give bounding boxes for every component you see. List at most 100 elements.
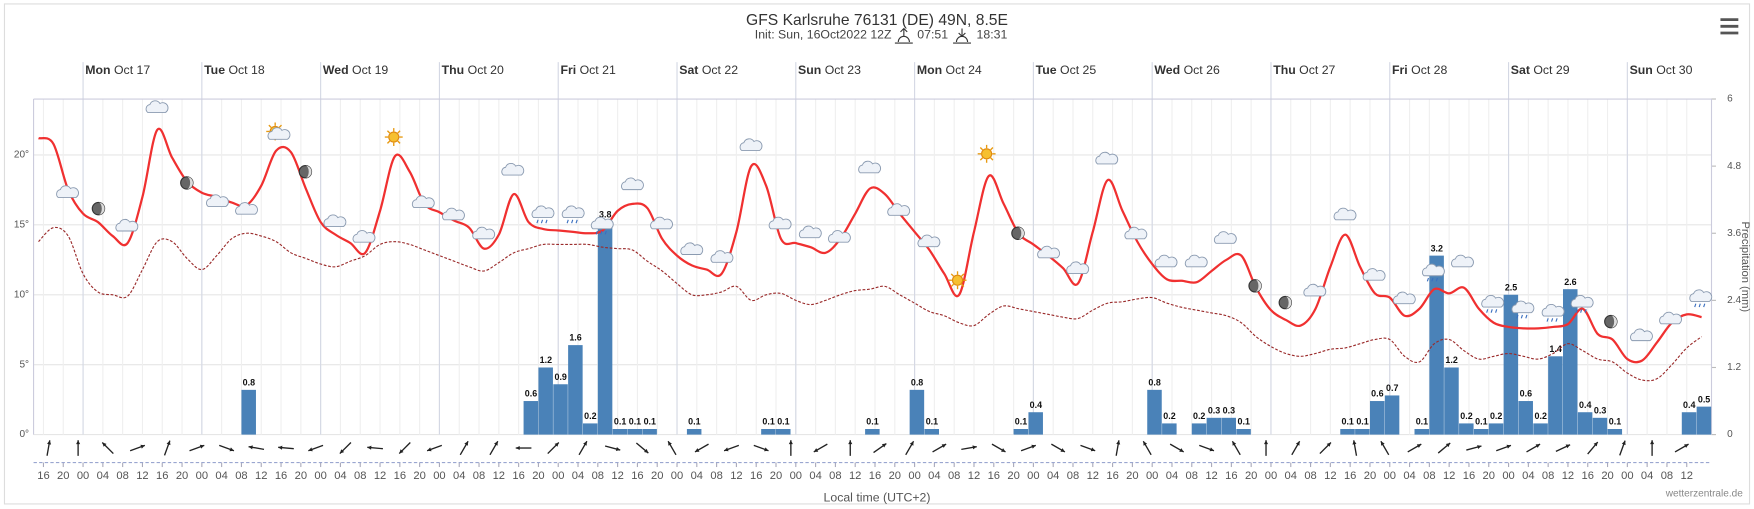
x-tick-label: 00 xyxy=(790,470,802,482)
x-tick-label: 00 xyxy=(552,470,564,482)
weather-icon xyxy=(1303,283,1327,297)
bar-label: 2.5 xyxy=(1505,282,1517,292)
x-tick-label: 08 xyxy=(592,470,604,482)
wind-head xyxy=(1380,441,1385,446)
wind-head xyxy=(1060,448,1065,452)
bar xyxy=(1369,401,1385,435)
rain-drop xyxy=(566,219,569,224)
wind-head xyxy=(848,440,853,445)
wind-head xyxy=(140,444,145,449)
weather-icon xyxy=(115,218,139,232)
x-tick-label: 08 xyxy=(1423,470,1435,482)
bar xyxy=(1191,423,1207,435)
sun xyxy=(981,148,993,160)
x-tick-label: 16 xyxy=(988,470,1000,482)
day-weekday: Fri xyxy=(1392,63,1408,77)
bar-label: 3.8 xyxy=(599,210,611,220)
x-tick-label: 20 xyxy=(295,470,307,482)
cloud xyxy=(1541,303,1565,317)
y2-tick-label: 2.4 xyxy=(1727,295,1741,306)
weather-icon xyxy=(650,216,673,230)
weather-icon xyxy=(531,205,555,224)
wind-arrow xyxy=(1319,442,1332,455)
weather-icon xyxy=(948,271,967,290)
cloud xyxy=(1362,268,1386,281)
bar-label: 0.6 xyxy=(1371,389,1383,399)
moon-lit xyxy=(1255,279,1262,292)
weather-icon xyxy=(739,138,763,151)
rain-drop xyxy=(600,230,603,235)
wind-arrow xyxy=(1352,440,1358,456)
day-date: Oct 19 xyxy=(352,63,388,77)
x-tick-label: 00 xyxy=(1146,470,1158,482)
sun-ray xyxy=(950,273,955,277)
day-date: Oct 20 xyxy=(468,63,504,77)
x-tick-label: 04 xyxy=(928,470,940,482)
weather-icon xyxy=(501,163,525,176)
y2-tick-label: 0 xyxy=(1727,429,1733,440)
x-tick-label: 00 xyxy=(908,470,920,482)
x-tick-label: 00 xyxy=(671,470,683,482)
x-tick-label: 04 xyxy=(1285,470,1297,482)
rain-drop xyxy=(1698,303,1701,308)
wind-arrow xyxy=(76,440,81,456)
sun-ray xyxy=(386,140,391,144)
day-weekday: Wed xyxy=(323,63,349,77)
bar-label: 0.1 xyxy=(866,417,878,427)
day-weekday: Tue xyxy=(1036,63,1057,77)
bar xyxy=(1414,429,1430,435)
wind-head xyxy=(1650,440,1655,445)
weather-icon xyxy=(1511,300,1535,319)
rain-drop xyxy=(595,230,598,235)
x-tick-label: 04 xyxy=(1047,470,1059,482)
x-tick-label: 00 xyxy=(1265,470,1277,482)
day-label: Tue Oct 25 xyxy=(1036,63,1097,77)
credit: wetterzentrale.de xyxy=(1665,489,1743,500)
day-label: Thu Oct 27 xyxy=(1273,63,1335,77)
bar-label: 0.3 xyxy=(1594,405,1606,415)
cloud xyxy=(561,205,585,219)
wind-arrow xyxy=(723,444,740,452)
sun-ray xyxy=(268,124,272,128)
wind-arrow xyxy=(367,445,383,450)
cloud xyxy=(739,138,763,151)
weather-icon xyxy=(1124,226,1148,240)
cloud xyxy=(1037,245,1061,259)
rain-drop xyxy=(1426,277,1430,282)
bar xyxy=(1607,429,1623,435)
x-tick-label: 12 xyxy=(1562,470,1574,482)
bar-label: 0.1 xyxy=(644,417,656,427)
x-tick-label: 16 xyxy=(631,470,643,482)
rain-drop xyxy=(1516,314,1519,319)
cloud xyxy=(352,230,376,243)
wind-arrow xyxy=(932,443,947,453)
day-label: Sun Oct 30 xyxy=(1630,63,1693,77)
x-tick-label: 00 xyxy=(433,470,445,482)
wind-head xyxy=(464,441,469,446)
y-tick-label: 20° xyxy=(14,150,29,161)
wind-arrow xyxy=(1020,444,1037,452)
cloud xyxy=(267,127,291,140)
bar xyxy=(523,401,539,435)
wind-head xyxy=(1209,447,1214,452)
wind-arrow xyxy=(278,445,294,450)
cloud xyxy=(1303,283,1327,297)
x-tick-label: 20 xyxy=(1483,470,1495,482)
wind-head xyxy=(668,441,672,446)
x-tick-label: 12 xyxy=(1443,470,1455,482)
wind-head xyxy=(583,441,587,446)
bar xyxy=(1488,423,1504,435)
rain-drop xyxy=(1435,277,1438,282)
menu-button[interactable] xyxy=(1720,18,1739,35)
bar xyxy=(1013,429,1029,435)
wind-head xyxy=(308,447,313,452)
x-tick-label: 00 xyxy=(314,470,326,482)
rain-drop xyxy=(1575,309,1578,313)
day-weekday: Fri xyxy=(560,63,576,77)
weather-icon xyxy=(1451,254,1474,268)
sun-ray xyxy=(990,147,994,151)
chart-title: GFS Karlsruhe 76131 (DE) 49N, 8.5E xyxy=(746,12,1008,29)
wind-arrow xyxy=(1199,444,1215,452)
x-tick-label: 16 xyxy=(1463,470,1475,482)
bar xyxy=(1473,429,1489,435)
